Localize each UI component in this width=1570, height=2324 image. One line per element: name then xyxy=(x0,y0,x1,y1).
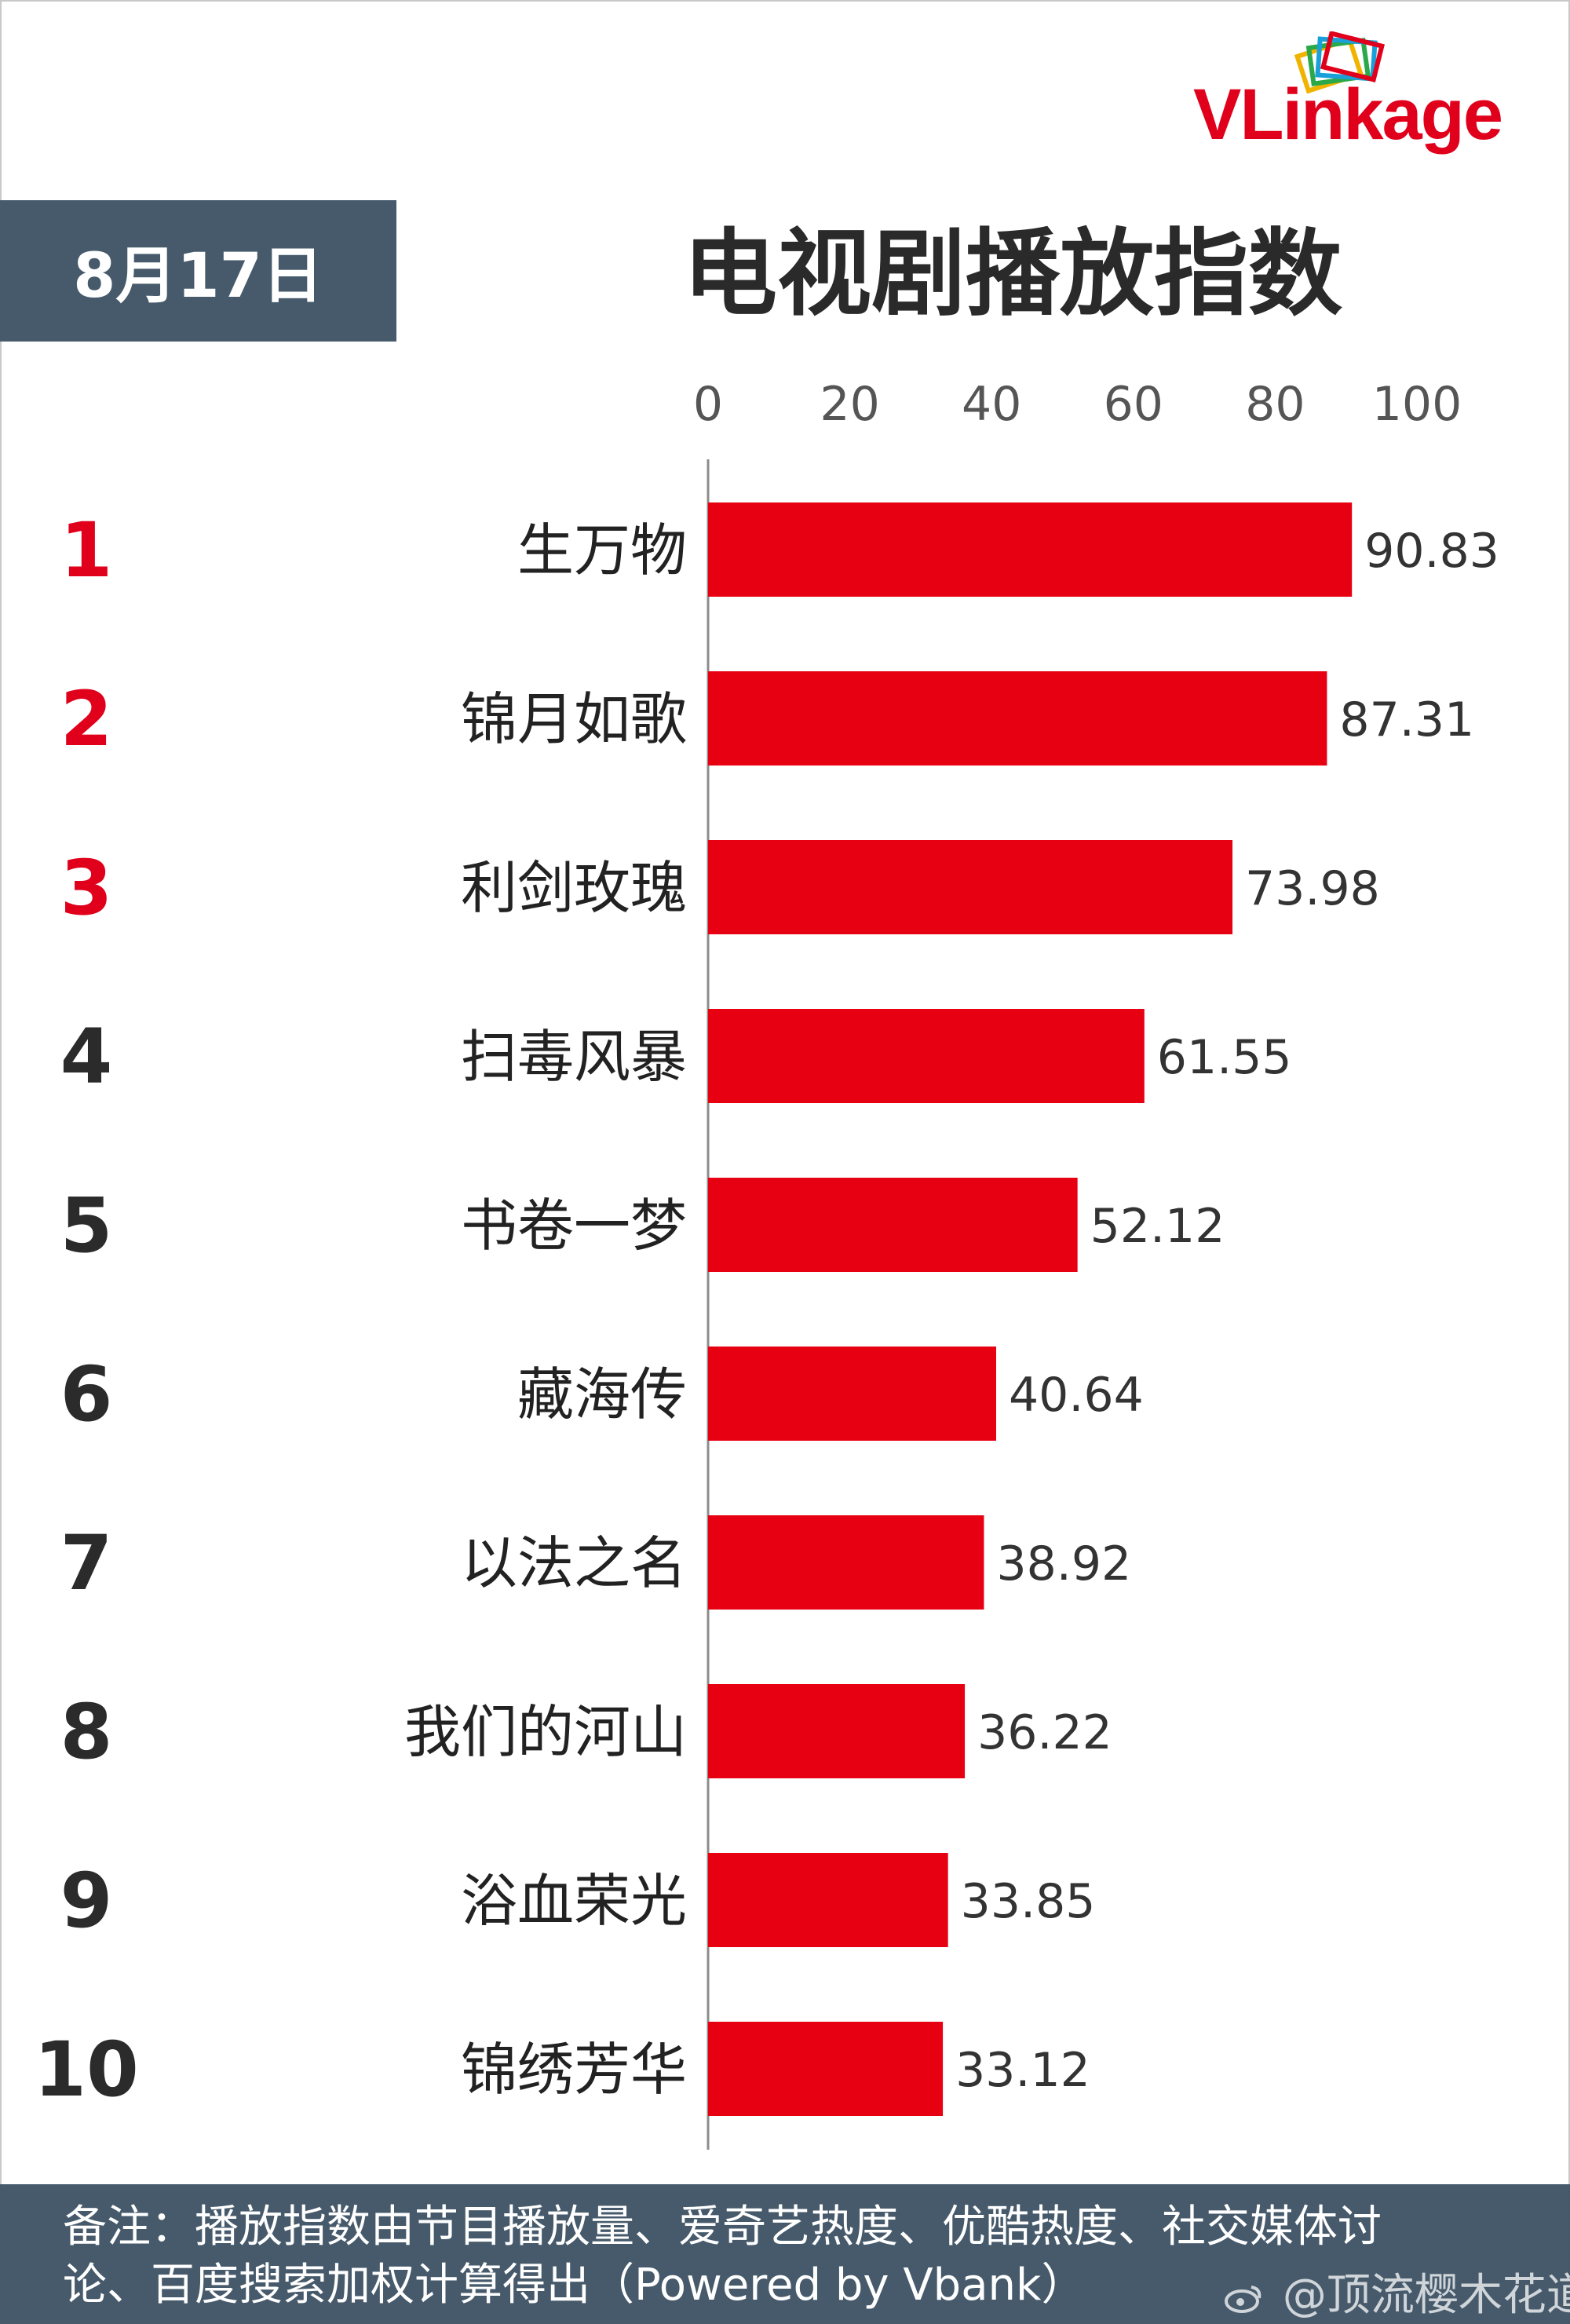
data-label: 36.22 xyxy=(977,1705,1112,1760)
data-label: 33.85 xyxy=(961,1874,1096,1929)
category-label: 生万物 xyxy=(517,517,687,583)
rank-number: 3 xyxy=(60,844,113,932)
data-label: 38.92 xyxy=(996,1537,1131,1591)
watermark-text: @顶流樱木花道 xyxy=(1283,2270,1570,2321)
weibo-watermark: @顶流樱木花道 xyxy=(1225,2260,1570,2323)
bar xyxy=(708,671,1327,766)
data-label: 87.31 xyxy=(1339,692,1474,747)
rank-number: 8 xyxy=(60,1688,113,1776)
logo-wordmark-suffix: inkage xyxy=(1283,75,1502,155)
category-label: 浴血荣光 xyxy=(461,1868,687,1934)
bar xyxy=(708,2022,943,2116)
chart-title: 电视剧播放指数 xyxy=(683,212,1342,338)
data-label: 33.12 xyxy=(955,2043,1090,2098)
vlinkage-logo: VLinkage xyxy=(1193,31,1554,165)
rank-number: 5 xyxy=(60,1182,113,1270)
weibo-icon xyxy=(1225,2282,1264,2314)
rank-number: 1 xyxy=(60,506,113,594)
bar xyxy=(708,840,1232,934)
bar xyxy=(708,1347,996,1441)
rank-number: 7 xyxy=(60,1519,113,1607)
bar xyxy=(708,1178,1078,1272)
rank-number: 4 xyxy=(60,1013,113,1101)
data-label: 52.12 xyxy=(1090,1199,1225,1254)
bar xyxy=(708,502,1352,597)
bar xyxy=(708,1515,984,1610)
date-badge: 8月17日 xyxy=(0,200,396,342)
data-label: 90.83 xyxy=(1364,524,1499,579)
category-label: 扫毒风暴 xyxy=(461,1024,687,1090)
logo-wordmark-prefix: VL xyxy=(1193,75,1283,155)
rank-number: 2 xyxy=(60,675,113,763)
data-label: 40.64 xyxy=(1009,1368,1144,1423)
category-label: 锦月如歌 xyxy=(461,686,687,752)
date-label: 8月17日 xyxy=(0,200,396,342)
rank-number: 9 xyxy=(60,1857,113,1945)
category-label: 藏海传 xyxy=(517,1361,687,1427)
data-label: 61.55 xyxy=(1157,1030,1292,1085)
category-label: 书卷一梦 xyxy=(461,1193,687,1259)
x-tick-label: 40 xyxy=(962,377,1021,432)
logo-wordmark: VLinkage xyxy=(1193,79,1502,151)
bar xyxy=(708,1853,948,1947)
data-label: 73.98 xyxy=(1245,861,1380,916)
x-tick-label: 80 xyxy=(1245,377,1305,432)
x-tick-label: 20 xyxy=(820,377,879,432)
x-tick-label: 0 xyxy=(693,377,723,432)
category-label: 利剑玫瑰 xyxy=(461,855,687,921)
category-label: 我们的河山 xyxy=(404,1699,687,1765)
x-tick-label: 60 xyxy=(1104,377,1163,432)
bar xyxy=(708,1009,1145,1103)
rank-number: 10 xyxy=(34,2026,139,2114)
category-label: 以法之名 xyxy=(461,1530,687,1596)
bar-chart: 0 20 40 60 80 100 90.83 生万物 1 87.31 锦月如歌 2 73.98 利剑玫瑰… xyxy=(0,345,1570,2183)
rank-number: 6 xyxy=(60,1350,113,1438)
bar xyxy=(708,1684,965,1778)
category-label: 锦绣芳华 xyxy=(461,2037,687,2103)
footer-note-line-1: 备注：播放指数由节目播放量、爱奇艺热度、优酷热度、社交媒体讨 xyxy=(63,2198,1523,2256)
x-tick-label: 100 xyxy=(1372,377,1462,432)
